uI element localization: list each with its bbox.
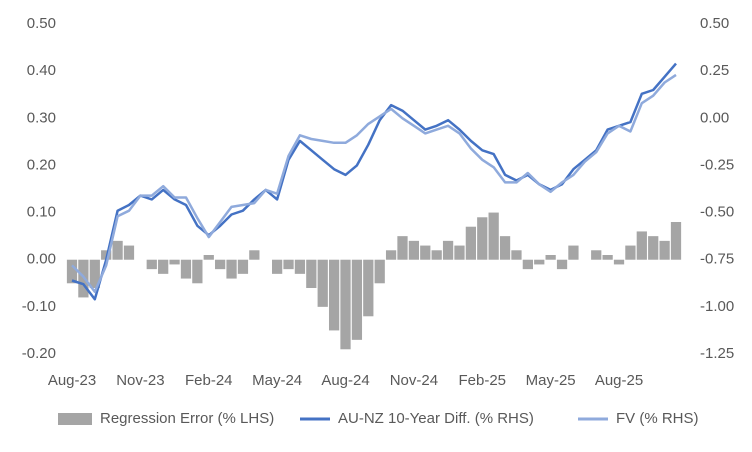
bar [283, 259, 294, 270]
bar [670, 222, 682, 260]
bar [499, 236, 511, 260]
bar [534, 259, 545, 265]
bar [420, 245, 431, 260]
bar [408, 240, 420, 260]
legend-swatch [58, 413, 92, 425]
bar [454, 245, 465, 260]
bar [89, 259, 100, 288]
bar [215, 259, 226, 270]
bar [66, 259, 78, 284]
bar [442, 240, 454, 260]
y-tick-label: 0.30 [27, 109, 56, 126]
x-tick-label: Nov-23 [116, 372, 164, 389]
x-tick-label: May-25 [526, 372, 576, 389]
y2-tick-label: -0.25 [700, 156, 734, 173]
legend-label: Regression Error (% LHS) [100, 410, 274, 427]
bar [226, 259, 237, 279]
x-tick-label: Nov-24 [390, 372, 438, 389]
bar [237, 259, 249, 274]
bar [123, 245, 135, 260]
line [71, 73, 677, 294]
line [71, 62, 677, 301]
bar [545, 255, 556, 260]
bar [158, 259, 169, 274]
x-tick-label: May-24 [252, 372, 302, 389]
y2-tick-label: -0.50 [700, 204, 734, 221]
bar [397, 236, 408, 260]
bar [613, 259, 625, 265]
bar [146, 259, 157, 270]
bar [431, 250, 442, 260]
bar [556, 259, 568, 270]
y2-tick-label: 0.00 [700, 109, 729, 126]
bar [112, 240, 123, 260]
y2-tick-label: 0.50 [700, 15, 729, 32]
bar [249, 250, 260, 260]
bar [203, 255, 214, 260]
bar [488, 212, 499, 260]
bar [374, 259, 385, 284]
bar [602, 255, 613, 260]
legend-label: FV (% RHS) [616, 410, 699, 427]
y-tick-label: 0.10 [27, 204, 56, 221]
x-tick-label: Aug-25 [595, 372, 643, 389]
x-tick-label: Feb-25 [458, 372, 506, 389]
bar [477, 217, 488, 260]
y-tick-label: 0.40 [27, 62, 56, 79]
y-tick-label: 0.50 [27, 15, 56, 32]
bar [659, 240, 670, 260]
bar [522, 259, 533, 270]
legend-label: AU-NZ 10-Year Diff. (% RHS) [338, 410, 534, 427]
y-tick-label: 0.20 [27, 156, 56, 173]
bar [317, 259, 328, 307]
bar [568, 245, 579, 260]
bar [636, 231, 647, 260]
y2-tick-label: 0.25 [700, 62, 729, 79]
y-tick-label: 0.00 [27, 251, 56, 268]
x-tick-label: Aug-24 [321, 372, 369, 389]
y2-tick-label: -1.25 [700, 345, 734, 362]
bar [272, 259, 283, 274]
bar [511, 250, 522, 260]
bar [351, 259, 363, 340]
bar [385, 250, 397, 260]
bar [328, 259, 340, 331]
y2-tick-label: -1.00 [700, 298, 734, 315]
y2-tick-label: -0.75 [700, 251, 734, 268]
bar [363, 259, 374, 317]
bar [192, 259, 203, 284]
bar [625, 245, 636, 260]
bar [591, 250, 602, 260]
bar [465, 226, 476, 260]
bar [340, 259, 351, 350]
bar [180, 259, 192, 279]
bar [169, 259, 180, 265]
bar [294, 259, 306, 274]
y-tick-label: -0.20 [22, 345, 56, 362]
bar [648, 236, 659, 260]
y-tick-label: -0.10 [22, 298, 56, 315]
x-tick-label: Aug-23 [48, 372, 96, 389]
bar [306, 259, 317, 288]
x-tick-label: Feb-24 [185, 372, 233, 389]
